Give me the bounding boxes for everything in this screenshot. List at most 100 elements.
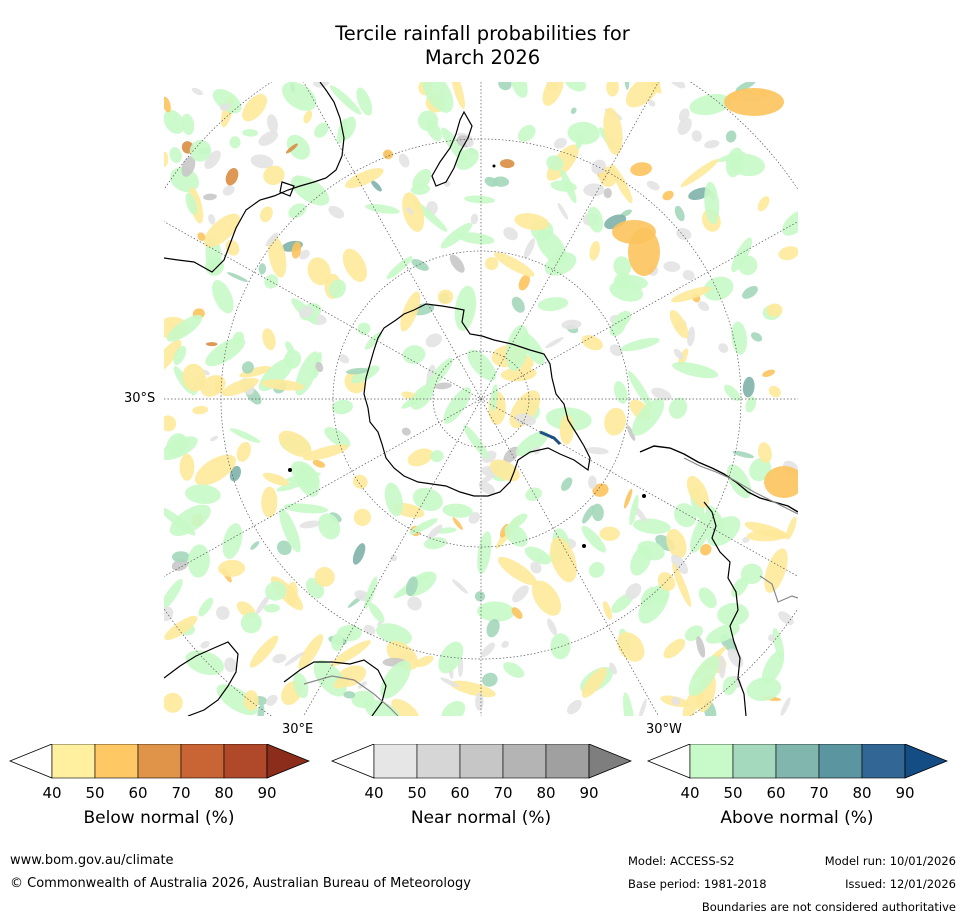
colorbar-tick-label: 70 [809, 784, 828, 802]
probability-patch [276, 540, 292, 556]
probability-patch [352, 543, 366, 565]
probability-patch [282, 82, 317, 111]
probability-patch [530, 561, 542, 574]
probability-patch [668, 82, 686, 89]
probability-patch [443, 387, 472, 424]
probability-patch [581, 335, 603, 351]
probability-patch [583, 183, 605, 197]
probability-patch [345, 367, 369, 375]
probability-patch [742, 376, 755, 398]
probability-patch [464, 195, 495, 204]
colorbar-tick-label: 40 [42, 784, 61, 802]
probability-patch [515, 413, 536, 426]
probability-patch [680, 158, 719, 188]
probability-patch [376, 623, 412, 645]
probability-patch [742, 536, 750, 543]
probability-patch [497, 556, 537, 586]
probability-patch [599, 526, 620, 541]
probability-patch [365, 204, 400, 214]
lat-label-30s: 30°S [124, 391, 156, 406]
probability-patch [386, 256, 413, 280]
probability-patch [164, 151, 169, 168]
probability-patch [307, 257, 331, 286]
graticule [164, 82, 798, 716]
probability-patch [724, 384, 741, 401]
probability-patch [585, 447, 609, 455]
probability-patch [440, 677, 459, 688]
probability-patch [262, 472, 289, 486]
probability-patch [485, 256, 499, 271]
probability-patch [333, 676, 351, 689]
probability-patch [218, 559, 246, 577]
probability-patch [704, 140, 720, 149]
probability-patch [690, 510, 713, 553]
probability-patch [757, 442, 772, 464]
footer-base-period: Base period: 1981-2018 [628, 877, 767, 891]
probability-patch [263, 603, 280, 613]
probability-patch [401, 386, 435, 409]
colorbar-tick-label: 60 [128, 784, 147, 802]
probability-patch [559, 414, 574, 445]
probability-patch [780, 697, 791, 716]
probability-patch [523, 238, 536, 259]
lon-label-30e: 30°E [282, 722, 314, 737]
probability-patch [718, 655, 726, 679]
probability-patch [546, 155, 564, 171]
probability-patch [212, 280, 234, 314]
new-zealand-coastline [431, 110, 473, 187]
probability-patch [164, 579, 183, 611]
colorbar-cell [775, 744, 820, 779]
colorbar-below-normal: 40 50 60 70 80 90 [8, 744, 310, 802]
probability-patch [674, 205, 685, 222]
probability-patch [724, 88, 784, 116]
probability-patch [338, 354, 350, 364]
probability-patch [609, 344, 623, 357]
probability-patch [517, 124, 536, 142]
probability-patch [266, 694, 278, 706]
probability-patch [547, 618, 557, 636]
probability-patch [203, 213, 240, 248]
probability-patch [762, 369, 776, 377]
probability-patch [391, 699, 419, 716]
probability-patch [603, 188, 612, 199]
probability-patch [668, 397, 688, 419]
probability-patch [225, 167, 239, 186]
probability-patch [351, 365, 380, 384]
probability-patch [648, 99, 656, 107]
probability-patch [682, 270, 695, 281]
probability-patch [676, 227, 692, 241]
probability-patch [490, 384, 498, 412]
probability-patch [222, 185, 235, 196]
probability-patch [504, 523, 528, 547]
probability-patch [179, 453, 195, 481]
probability-patch [164, 615, 198, 641]
colorbar-title-below: Below normal (%) [83, 808, 235, 828]
probability-patch [412, 487, 443, 512]
probability-patch [260, 206, 273, 223]
probability-patch [229, 428, 261, 443]
colorbar-cell [94, 744, 139, 779]
probability-patch [671, 696, 681, 706]
probability-patch [224, 657, 237, 673]
probability-patch [191, 87, 203, 96]
probability-patch [425, 333, 442, 348]
probability-patch [582, 505, 595, 524]
probability-patch [609, 319, 626, 337]
probability-patch [212, 88, 242, 114]
probability-patch [164, 96, 171, 113]
south-america-boundary [683, 457, 798, 603]
colorbar-cell [502, 744, 547, 779]
probability-patch [187, 544, 210, 578]
probability-patch [670, 554, 689, 575]
probability-patch [353, 508, 372, 527]
probability-patch [602, 601, 613, 620]
colorbar-above-normal: 40 50 60 70 80 90 [646, 744, 948, 802]
antarctica-coastline [363, 303, 591, 497]
probability-patch [299, 249, 310, 260]
probability-patch [705, 623, 740, 644]
probability-patch [185, 484, 221, 504]
probability-patch [258, 263, 267, 275]
probability-patch [703, 276, 734, 301]
probability-patch [171, 559, 189, 572]
probability-patch [609, 662, 617, 675]
